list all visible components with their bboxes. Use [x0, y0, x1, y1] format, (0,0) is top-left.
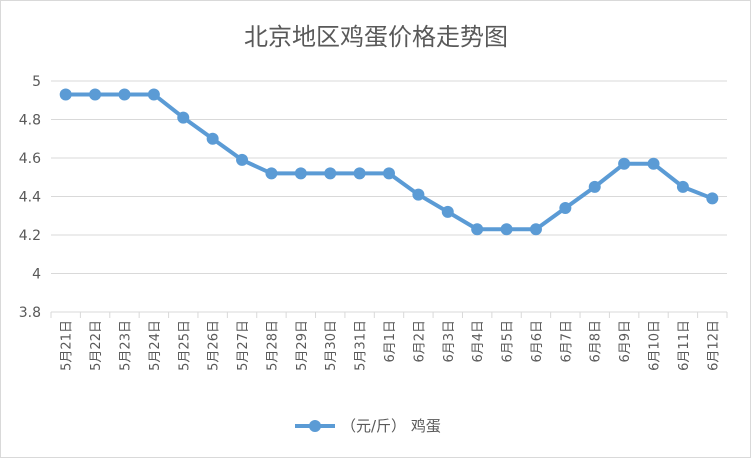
y-tick-label: 4.6 — [19, 151, 41, 167]
x-tick-label: 6月3日 — [442, 320, 457, 363]
data-point — [383, 167, 395, 180]
legend-label: （元/斤） 鸡蛋 — [341, 417, 441, 435]
chart-title: 北京地区鸡蛋价格走势图 — [244, 23, 508, 51]
x-tick-label: 6月7日 — [559, 320, 574, 363]
x-tick-label: 5月27日 — [236, 320, 251, 371]
data-point — [353, 167, 366, 180]
x-tick-label: 6月1日 — [383, 320, 398, 363]
data-point — [529, 223, 542, 236]
x-tick-label: 5月22日 — [89, 320, 104, 371]
x-axis-ticks: 5月21日 5月22日 5月23日 5月24日 5月25日 5月26日 5月27日 5月28日… — [60, 320, 722, 371]
x-tick-label: 6月11日 — [677, 320, 692, 371]
data-point — [265, 167, 278, 180]
x-tick-label: 5月21日 — [60, 320, 75, 371]
data-point — [89, 88, 102, 101]
y-tick-label: 3.8 — [19, 305, 41, 321]
data-point — [147, 88, 160, 101]
y-axis-ticks: 3.8 4 4.2 4.4 4.6 4.8 5 — [19, 74, 41, 321]
gridlines — [50, 80, 728, 318]
data-point — [618, 157, 631, 170]
x-tick-label: 6月12日 — [706, 320, 721, 371]
x-tick-label: 6月10日 — [648, 320, 663, 371]
x-tick-label: 6月6日 — [530, 320, 545, 363]
y-tick-label: 4 — [32, 267, 41, 283]
y-tick-label: 4.2 — [19, 228, 41, 244]
data-point — [559, 202, 572, 215]
data-point — [294, 167, 307, 180]
data-point — [324, 167, 337, 180]
x-tick-label: 5月30日 — [324, 320, 339, 371]
legend: （元/斤） 鸡蛋 — [295, 417, 441, 435]
y-tick-label: 5 — [32, 74, 41, 90]
y-tick-label: 4.8 — [19, 113, 41, 129]
series-layer — [59, 88, 719, 236]
x-tick-label: 5月31日 — [354, 320, 369, 371]
x-tick-label: 6月4日 — [471, 320, 486, 363]
data-point — [471, 223, 484, 236]
x-tick-label: 5月26日 — [207, 320, 222, 371]
x-tick-label: 6月5日 — [501, 320, 516, 363]
data-point — [412, 188, 425, 201]
data-point — [118, 88, 131, 101]
data-point — [706, 192, 719, 205]
x-tick-label: 5月25日 — [177, 320, 192, 371]
data-point — [500, 223, 513, 236]
legend-marker-swatch — [309, 420, 321, 432]
series-line — [65, 92, 714, 232]
data-point — [676, 180, 689, 193]
data-point — [206, 132, 219, 145]
x-tick-label: 6月8日 — [589, 320, 604, 363]
data-point — [588, 180, 601, 193]
data-point — [177, 111, 190, 124]
x-tick-label: 5月23日 — [118, 320, 133, 371]
x-tick-label: 5月28日 — [265, 320, 280, 371]
data-point — [59, 88, 72, 101]
y-tick-label: 4.4 — [19, 190, 41, 206]
x-tick-label: 5月24日 — [148, 320, 163, 371]
x-tick-label: 6月9日 — [618, 320, 633, 363]
data-point — [236, 153, 249, 166]
x-tick-label: 5月29日 — [295, 320, 310, 371]
x-tick-label: 6月2日 — [412, 320, 427, 363]
data-point — [647, 157, 660, 170]
data-point — [441, 205, 454, 218]
